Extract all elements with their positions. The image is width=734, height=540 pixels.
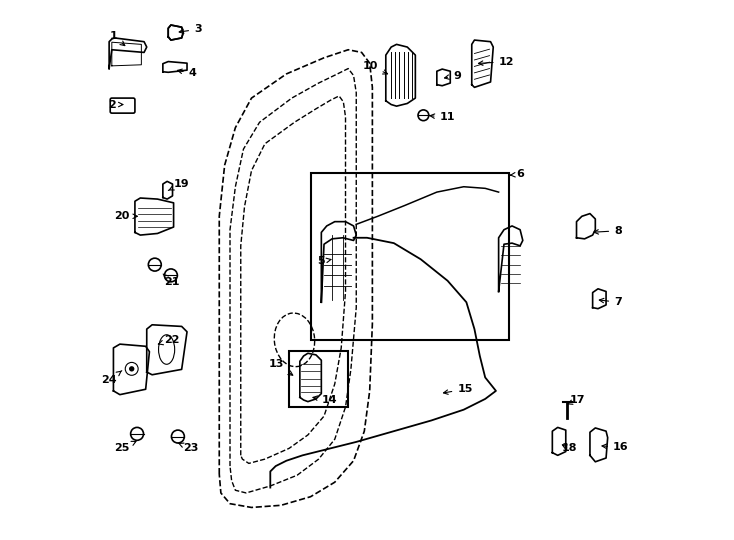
Text: 9: 9 (445, 71, 461, 80)
Text: 19: 19 (168, 179, 189, 191)
Text: 23: 23 (178, 443, 199, 454)
Text: 25: 25 (115, 441, 136, 454)
Text: 3: 3 (179, 24, 202, 35)
Polygon shape (168, 25, 184, 40)
Text: 17: 17 (567, 395, 586, 405)
Text: 15: 15 (443, 384, 473, 394)
Text: 16: 16 (602, 442, 629, 453)
Text: 21: 21 (163, 274, 179, 287)
Text: 20: 20 (115, 211, 137, 221)
Bar (310, 173, 509, 340)
Bar (289, 350, 348, 407)
Text: 7: 7 (599, 297, 622, 307)
Text: 18: 18 (562, 443, 577, 454)
Text: 4: 4 (178, 69, 197, 78)
Text: 24: 24 (101, 370, 122, 385)
Text: 13: 13 (269, 359, 293, 375)
Text: 10: 10 (363, 61, 388, 74)
Text: 22: 22 (159, 335, 179, 345)
Text: 6: 6 (510, 170, 524, 179)
Text: 1: 1 (109, 31, 125, 45)
Text: 8: 8 (594, 226, 622, 236)
Text: 2: 2 (109, 99, 123, 110)
Text: 14: 14 (313, 395, 337, 405)
Circle shape (129, 366, 134, 372)
Text: 5: 5 (318, 256, 331, 266)
Text: 12: 12 (479, 57, 514, 66)
Text: 11: 11 (430, 112, 455, 123)
